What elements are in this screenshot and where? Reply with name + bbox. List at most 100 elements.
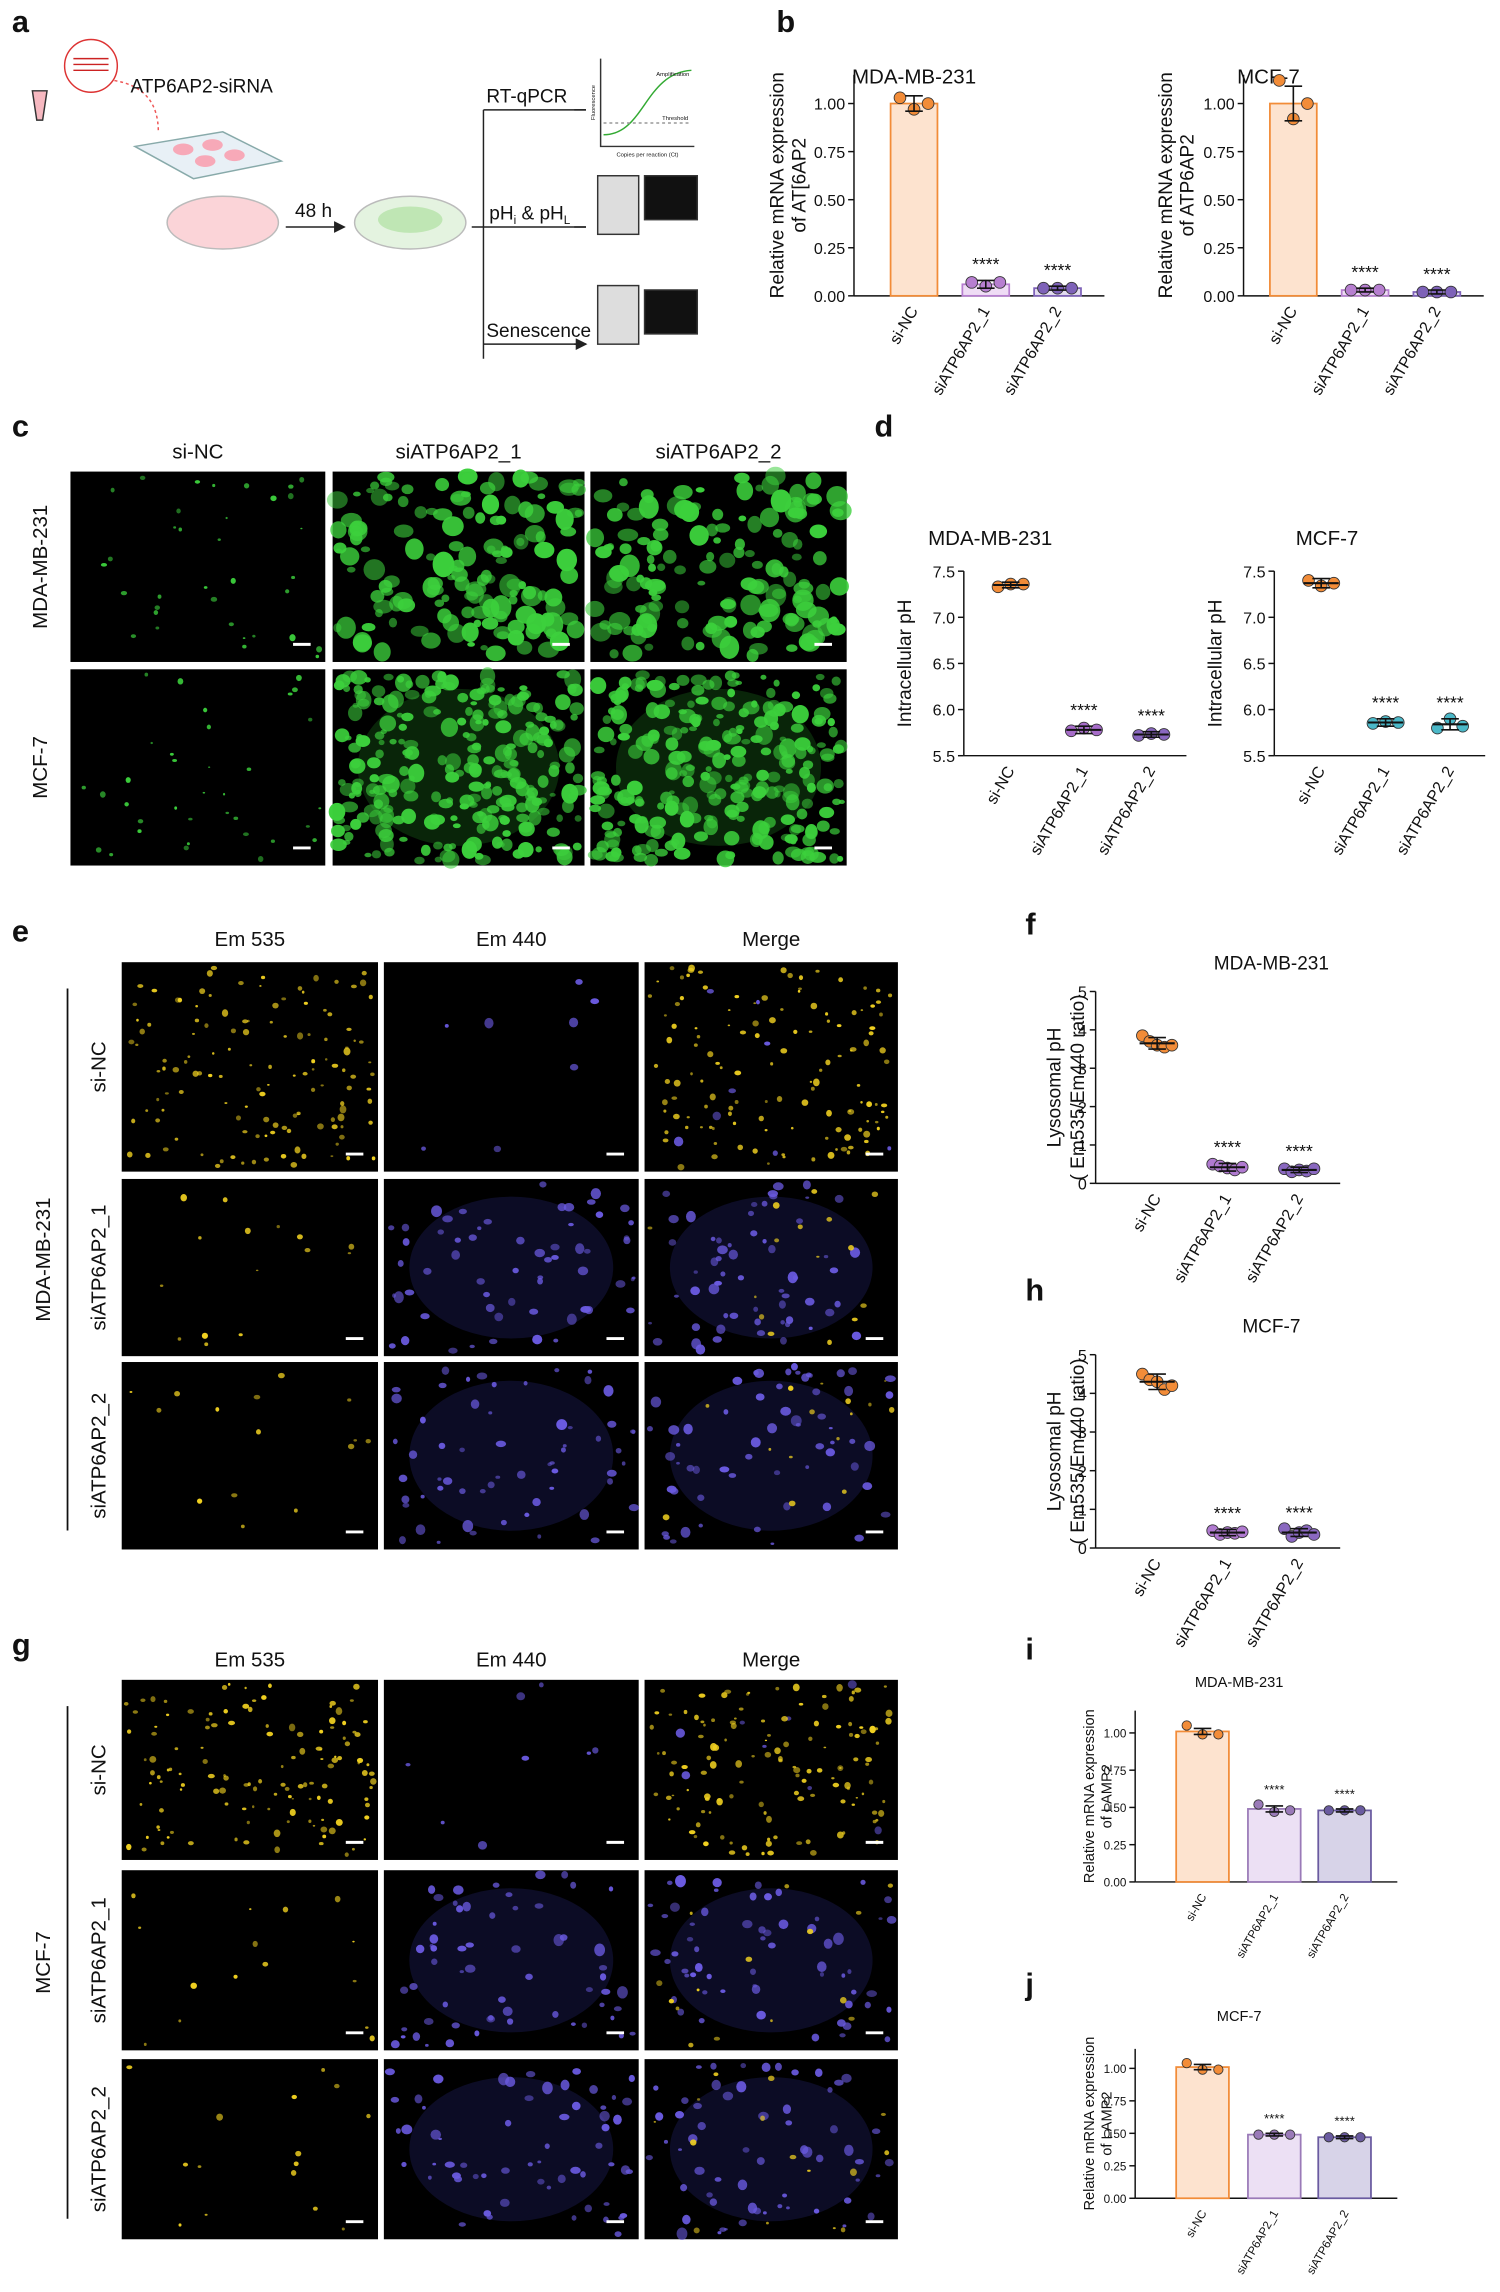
y-axis-label: of AT[6AP2 [790,138,811,233]
cell [664,840,678,851]
cell [524,1512,530,1518]
cell [848,1732,854,1737]
cell [838,977,844,983]
cell [409,1982,418,1990]
cell [694,2166,705,2175]
cell [156,1825,160,1829]
cell [242,1029,250,1036]
cell [809,1080,813,1083]
significance: **** [1070,700,1098,720]
cell [527,2162,533,2167]
cell [431,670,446,683]
cell [855,1910,862,1915]
cell [403,739,419,750]
cell [606,543,615,551]
cell [694,1946,700,1953]
cell [825,1059,831,1066]
cell [493,626,512,640]
cell [599,2110,610,2122]
cell [644,824,661,838]
cell [502,2006,513,2016]
cell [535,846,542,853]
cell [421,690,437,704]
cell [791,553,802,561]
cell [481,494,500,515]
cell [242,1703,250,1709]
y-axis-label: Lysosomal pH [1044,1028,1065,1148]
cell [350,984,357,989]
cell [669,1902,680,1912]
cell [354,789,362,798]
ph-sub: L [564,214,571,227]
cell [151,988,158,993]
cell [648,600,664,612]
cell [781,1153,786,1157]
significance: **** [1334,1787,1355,1802]
cell [280,1153,287,1159]
significance: **** [1286,1141,1314,1161]
cell [772,1150,778,1156]
y-tick-label: 6.0 [933,702,955,720]
cell [815,969,820,973]
cell [766,1815,772,1823]
cell [661,1531,669,1537]
cell [553,1338,559,1343]
cell [804,1297,815,1306]
cell [871,1191,879,1198]
cell [885,1709,893,1717]
panel-label: h [1025,1273,1044,1308]
cell [371,850,382,859]
cell [346,566,356,573]
cell [505,1892,513,1898]
cell [693,2227,700,2234]
cell [364,1797,369,1802]
cell [713,718,720,727]
cell [244,1686,247,1690]
cell [392,815,405,825]
cell [750,1230,758,1237]
cell [296,674,302,682]
cell [528,810,542,826]
cell [829,1267,839,1274]
cell [498,1996,506,2003]
cell [293,2161,299,2167]
cell [459,1488,466,1495]
cell [139,475,146,480]
cell [120,591,128,596]
cell [368,1061,372,1064]
cell [272,1122,279,1128]
cell [130,634,137,639]
cell [462,731,470,739]
cell [836,1831,844,1839]
cell [887,1883,894,1888]
cell [706,1755,712,1761]
cell [834,1194,844,1203]
cell [792,1765,797,1769]
cell [844,1781,851,1790]
cell [836,1024,842,1028]
y-tick-label: 5 [1078,1347,1087,1365]
cell [297,1784,304,1789]
cell [821,1694,827,1699]
sirna-label: ATP6AP2-siRNA [131,76,274,97]
cell [826,1109,832,1117]
cell [704,1104,708,1109]
data-point [965,276,979,289]
cell [507,619,525,635]
cell [756,2157,765,2165]
cell [359,979,367,987]
cell [402,1238,410,1246]
cell [492,1882,500,1888]
assay-label: RT-qPCR [486,87,567,108]
cell [361,970,367,976]
micrograph [383,962,639,1172]
cell [817,1413,827,1420]
cell [622,644,643,662]
cell [747,580,765,594]
cell [415,674,430,689]
cell [812,684,821,692]
cell [384,847,395,857]
cell [547,1462,553,1467]
cell [722,2091,734,2101]
